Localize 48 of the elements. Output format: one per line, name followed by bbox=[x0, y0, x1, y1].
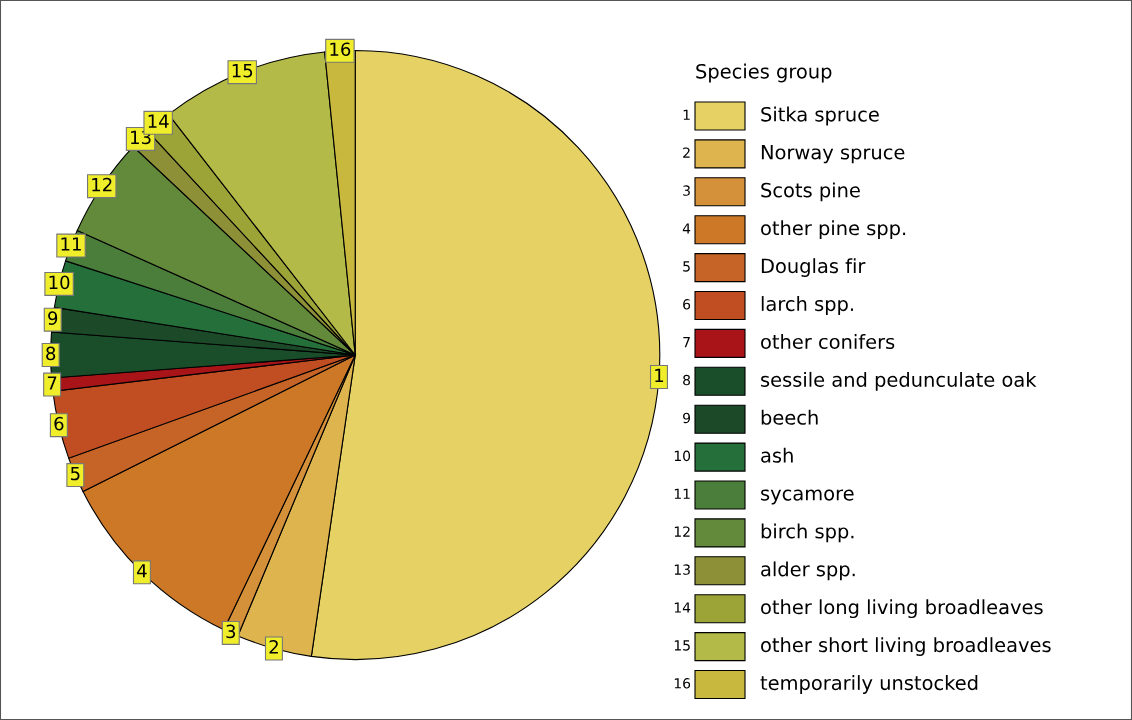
text: 7 bbox=[683, 337, 690, 348]
text: 15 bbox=[232, 64, 253, 78]
legend-label: alder spp. bbox=[761, 561, 855, 581]
text: 10 bbox=[674, 450, 691, 462]
legend-label: Sitka spruce bbox=[761, 106, 879, 126]
text: 4 bbox=[137, 564, 147, 578]
text: 7 bbox=[47, 376, 57, 390]
text: 5 bbox=[683, 261, 690, 272]
legend-label: other long living broadleaves bbox=[761, 599, 1043, 619]
text: 6 bbox=[683, 299, 691, 310]
text: 3 bbox=[683, 185, 690, 196]
legend-label: larch spp. bbox=[761, 296, 853, 315]
legend-label: temporarily unstocked bbox=[760, 675, 978, 694]
text: 10 bbox=[49, 275, 70, 290]
text: 11 bbox=[61, 237, 81, 251]
legend-label: beech bbox=[761, 409, 818, 425]
text: 16 bbox=[674, 678, 691, 689]
text: 16 bbox=[330, 42, 351, 57]
text: 1 bbox=[683, 109, 690, 120]
text: 9 bbox=[683, 412, 691, 424]
text: 2 bbox=[269, 640, 278, 654]
text: 1 bbox=[655, 368, 664, 382]
text: 8 bbox=[46, 346, 56, 361]
legend-label: other conifers bbox=[761, 333, 895, 350]
text: 2 bbox=[683, 147, 690, 158]
legend-label: sycamore bbox=[761, 489, 854, 505]
legend-label: other pine spp. bbox=[761, 220, 906, 240]
legend-label: ash bbox=[761, 447, 793, 463]
legend-label: birch spp. bbox=[761, 523, 854, 543]
legend-label: Scots pine bbox=[761, 182, 860, 202]
text: 12 bbox=[674, 526, 690, 537]
text: 11 bbox=[674, 488, 690, 499]
text: 5 bbox=[71, 466, 80, 481]
legend-label: other short living broadleaves bbox=[761, 637, 1051, 657]
text: 8 bbox=[683, 374, 691, 386]
text: 13 bbox=[674, 564, 690, 575]
text: 14 bbox=[674, 602, 691, 613]
text: 12 bbox=[92, 177, 112, 192]
text: 6 bbox=[54, 416, 64, 431]
legend-title: Species group bbox=[696, 63, 832, 83]
text: 9 bbox=[48, 311, 58, 325]
text: 4 bbox=[682, 223, 691, 234]
text: 15 bbox=[674, 640, 690, 651]
legend-label: sessile and pedunculate oak bbox=[761, 371, 1037, 391]
legend-label: Douglas fir bbox=[761, 258, 866, 278]
text: 14 bbox=[148, 114, 169, 128]
legend-label: Norway spruce bbox=[761, 145, 905, 164]
text: 3 bbox=[226, 624, 236, 639]
